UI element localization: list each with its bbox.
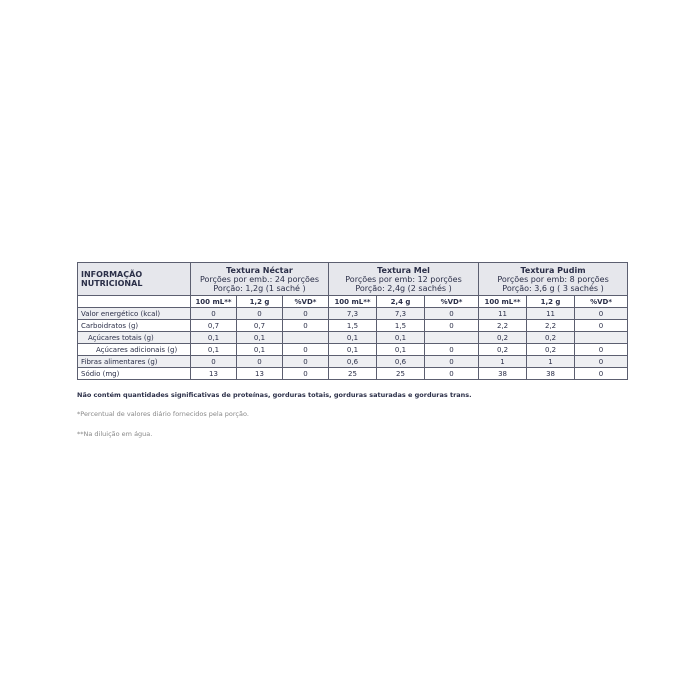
value-cell: 1 [478, 355, 528, 368]
value-cell: 0,1 [376, 331, 425, 344]
table-row: Açúcares adicionais (g) 0,1 0,1 0 0,1 0,1 0 0,2… [77, 343, 629, 356]
value-cell: 38 [526, 367, 576, 380]
value-cell: 0 [574, 355, 629, 368]
value-cell: 0 [423, 307, 480, 320]
value-cell: 0 [574, 307, 629, 320]
column-header: %VD* [282, 295, 329, 308]
value-cell: 7,3 [328, 307, 377, 320]
column-header: %VD* [574, 295, 629, 308]
table-row: Carboidratos (g) 0,7 0,7 0 1,5 1,5 0 2,2 2,2 0 [77, 319, 629, 332]
value-cell: 0 [423, 355, 480, 368]
row-label: Valor energético (kcal) [77, 307, 191, 320]
value-cell: 0,6 [328, 355, 377, 368]
value-cell: 0 [423, 319, 480, 332]
subheader-row: 100 mL** 1,2 g %VD* 100 mL** 2,4 g %VD* 100 mL… [77, 295, 629, 308]
row-label: Carboidratos (g) [77, 319, 191, 332]
group-title: Textura Mel [377, 265, 430, 275]
value-cell: 0,7 [236, 319, 283, 332]
value-cell: 0 [574, 319, 629, 332]
header-label: INFORMAÇÃO NUTRICIONAL [77, 262, 191, 296]
value-cell: 0,6 [376, 355, 425, 368]
column-header: 1,2 g [526, 295, 576, 308]
value-cell: 0,2 [478, 331, 528, 344]
value-cell: 0 [423, 367, 480, 380]
value-cell: 0 [282, 355, 329, 368]
value-cell: 1,5 [328, 319, 377, 332]
nutrition-table: INFORMAÇÃO NUTRICIONAL Textura Néctar Por… [77, 262, 629, 380]
value-cell: 0,1 [328, 343, 377, 356]
value-cell [574, 331, 629, 344]
value-cell: 0 [282, 367, 329, 380]
group-portion: Porção: 1,2g (1 saché ) [213, 283, 306, 293]
group-portion: Porção: 3,6 g ( 3 sachés ) [502, 283, 604, 293]
value-cell: 0,1 [376, 343, 425, 356]
row-label: Fibras alimentares (g) [77, 355, 191, 368]
value-cell: 13 [190, 367, 237, 380]
empty-cell [77, 295, 191, 308]
group-title: Textura Néctar [226, 265, 293, 275]
value-cell [423, 331, 480, 344]
group-title: Textura Pudim [520, 265, 586, 275]
value-cell: 2,2 [526, 319, 576, 332]
column-header: 100 mL** [478, 295, 528, 308]
group-portions: Porções por emb: 12 porções [345, 274, 462, 284]
value-cell: 0,1 [328, 331, 377, 344]
row-label: Açúcares adicionais (g) [77, 343, 191, 356]
row-label: Açúcares totais (g) [77, 331, 191, 344]
value-cell: 0 [190, 307, 237, 320]
value-cell: 0 [282, 307, 329, 320]
column-header: 100 mL** [328, 295, 377, 308]
value-cell [282, 331, 329, 344]
note-vd: *Percentual de valores diário fornecidos… [77, 410, 249, 418]
value-cell: 11 [526, 307, 576, 320]
value-cell: 13 [236, 367, 283, 380]
value-cell: 0,1 [236, 331, 283, 344]
value-cell: 0 [282, 319, 329, 332]
group-pudim: Textura Pudim Porções por emb: 8 porções P… [478, 262, 629, 296]
table-row: Valor energético (kcal) 0 0 0 7,3 7,3 0 11 11 0 [77, 307, 629, 320]
value-cell: 0,1 [190, 343, 237, 356]
value-cell: 1 [526, 355, 576, 368]
table-row: Açúcares totais (g) 0,1 0,1 0,1 0,1 0,2 0,2 [77, 331, 629, 344]
value-cell: 1,5 [376, 319, 425, 332]
group-mel: Textura Mel Porções por emb: 12 porções Po… [327, 262, 480, 296]
value-cell: 0,2 [526, 343, 576, 356]
value-cell: 0 [423, 343, 480, 356]
group-portions: Porções por emb.: 24 porções [199, 274, 320, 284]
column-header: 100 mL** [190, 295, 237, 308]
value-cell: 0,2 [526, 331, 576, 344]
column-header: 1,2 g [236, 295, 283, 308]
note-no-significant: Não contém quantidades significativas de… [77, 391, 472, 399]
group-portions: Porções por emb: 8 porções [497, 274, 609, 284]
value-cell: 0,1 [236, 343, 283, 356]
column-header: %VD* [423, 295, 480, 308]
value-cell: 0 [190, 355, 237, 368]
row-label: Sódio (mg) [77, 367, 191, 380]
value-cell: 38 [478, 367, 528, 380]
header-row: INFORMAÇÃO NUTRICIONAL Textura Néctar Por… [77, 262, 629, 296]
table-row: Sódio (mg) 13 13 0 25 25 0 38 38 0 [77, 367, 629, 380]
value-cell: 0 [282, 343, 329, 356]
value-cell: 2,2 [478, 319, 528, 332]
value-cell: 0 [236, 307, 283, 320]
value-cell: 25 [328, 367, 377, 380]
value-cell: 7,3 [376, 307, 425, 320]
value-cell: 0,2 [478, 343, 528, 356]
value-cell: 0 [574, 367, 629, 380]
value-cell: 25 [376, 367, 425, 380]
value-cell: 0,1 [190, 331, 237, 344]
group-portion: Porção: 2,4g (2 sachés ) [355, 283, 452, 293]
note-dilution: **Na diluição em água. [77, 430, 153, 438]
value-cell: 0 [574, 343, 629, 356]
value-cell: 11 [478, 307, 528, 320]
table-row: Fibras alimentares (g) 0 0 0 0,6 0,6 0 1 1 0 [77, 355, 629, 368]
column-header: 2,4 g [376, 295, 425, 308]
value-cell: 0 [236, 355, 283, 368]
group-nectar: Textura Néctar Porções por emb.: 24 porçõ… [190, 262, 329, 296]
value-cell: 0,7 [190, 319, 237, 332]
